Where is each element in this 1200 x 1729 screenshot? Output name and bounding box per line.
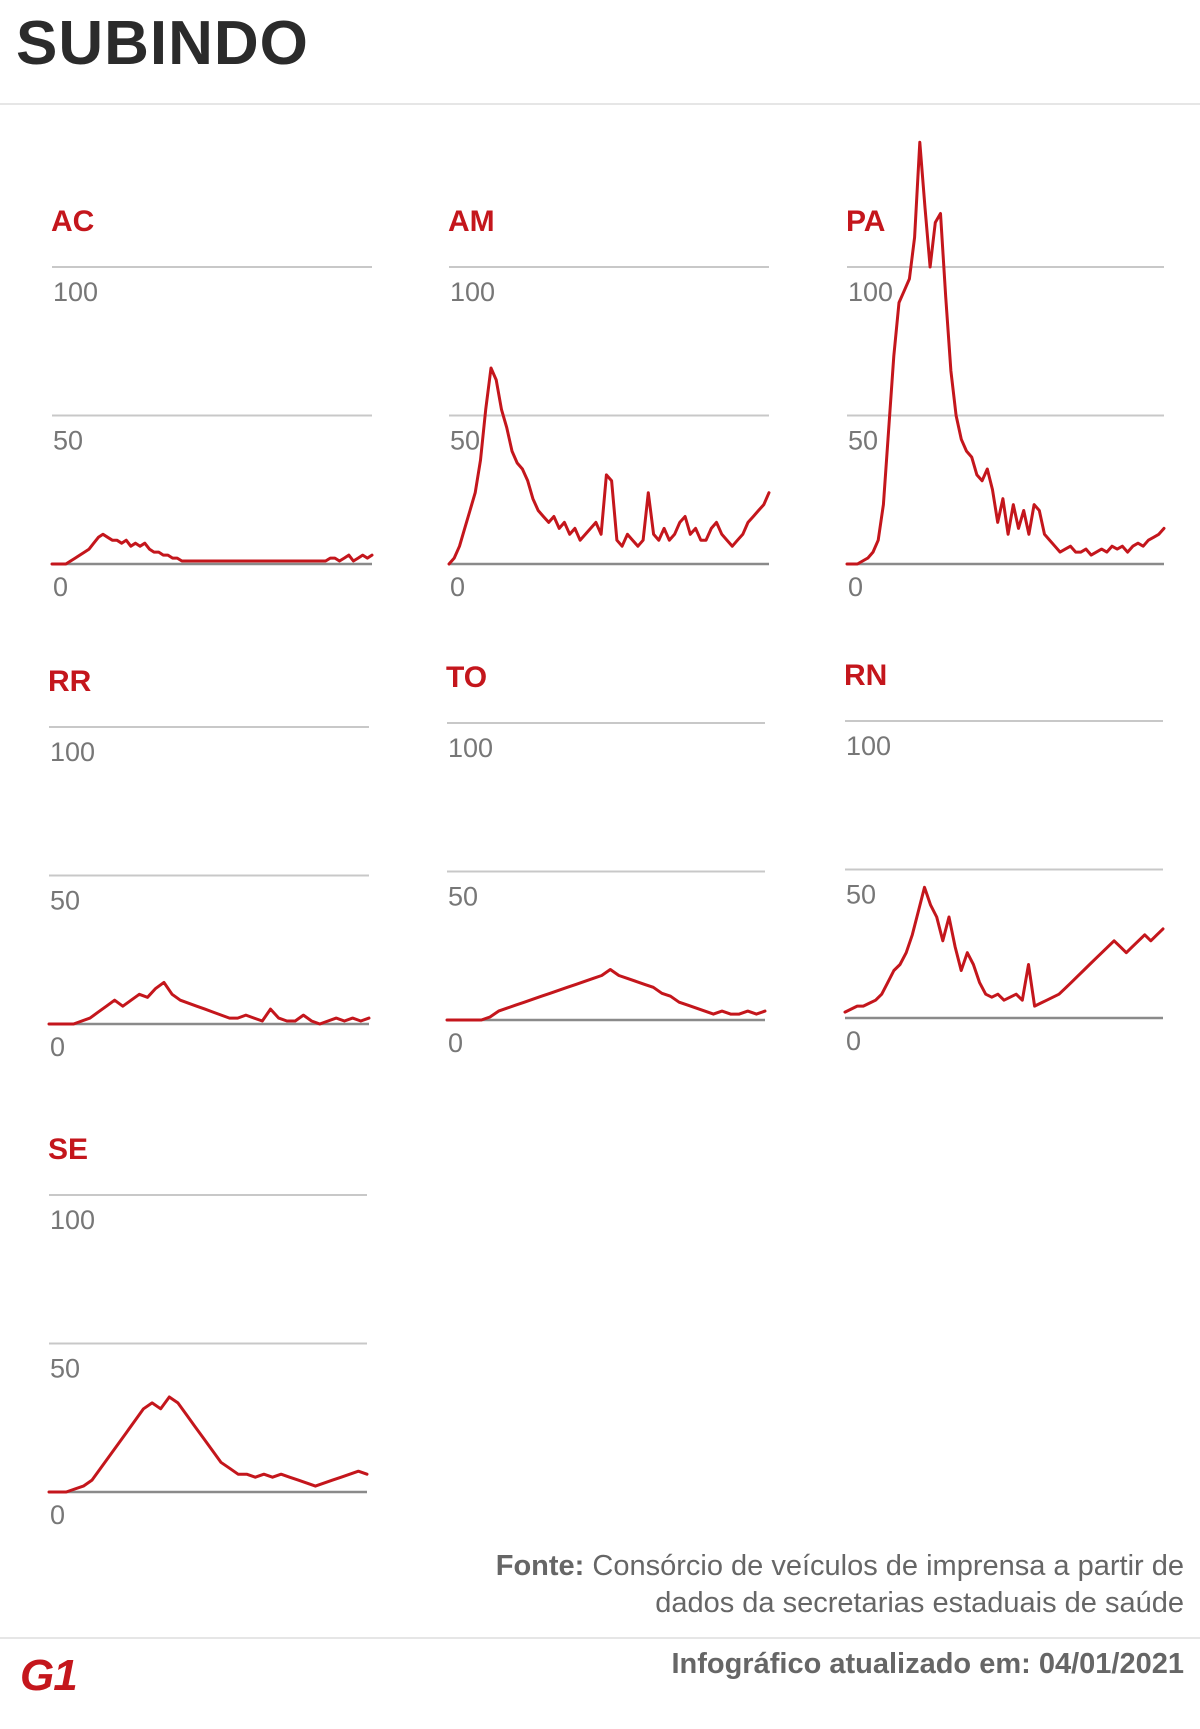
- tick-label-rn-0: 0: [846, 1026, 861, 1056]
- series-line-se: [47, 1395, 369, 1494]
- state-label-rr: RR: [48, 665, 92, 698]
- chart-panel-to: TO 0 50 100: [445, 661, 767, 1058]
- series-line-pa: [845, 140, 1166, 566]
- tick-label-ac-50: 50: [53, 426, 83, 456]
- source-note: Fonte: Consórcio de veículos de imprensa…: [424, 1548, 1184, 1622]
- tick-label-pa-50: 50: [848, 426, 878, 456]
- chart-panel-rn: RN 0 50 100: [843, 659, 1165, 1056]
- tick-label-ac-100: 100: [53, 277, 98, 307]
- series-line-rr: [47, 980, 371, 1026]
- tick-label-to-50: 50: [448, 882, 478, 912]
- tick-label-se-50: 50: [50, 1354, 80, 1384]
- chart-panel-pa: PA 0 50 100: [845, 140, 1166, 602]
- tick-label-pa-100: 100: [848, 277, 893, 307]
- tick-label-am-0: 0: [450, 572, 465, 602]
- g1-logo: G1: [20, 1651, 78, 1700]
- state-label-ac: AC: [51, 205, 94, 238]
- state-label-to: TO: [446, 661, 487, 694]
- chart-panel-rr: RR 0 50 100: [47, 665, 371, 1062]
- title-divider: [0, 103, 1200, 105]
- series-line-ac: [50, 532, 374, 566]
- tick-label-to-0: 0: [448, 1028, 463, 1058]
- source-text: Consórcio de veículos de imprensa a part…: [592, 1550, 1184, 1619]
- state-label-se: SE: [48, 1133, 88, 1166]
- state-label-am: AM: [448, 205, 495, 238]
- state-label-pa: PA: [846, 205, 885, 238]
- updated-date: 04/01/2021: [1038, 1648, 1184, 1680]
- chart-panel-am: AM 0 50 100: [447, 205, 771, 602]
- chart-panel-se: SE 0 50 100: [47, 1133, 369, 1530]
- tick-label-rr-0: 0: [50, 1032, 65, 1062]
- small-multiples-chart: AC 0 50 100 AM 0 50 100 PA 0 50 100 RR 0 50 100 TO 0 50 100…: [47, 140, 1166, 1530]
- series-line-rn: [843, 885, 1165, 1014]
- tick-label-am-50: 50: [450, 426, 480, 456]
- tick-label-rn-50: 50: [846, 880, 876, 910]
- series-line-am: [447, 366, 771, 566]
- page-title: SUBINDO: [16, 9, 309, 78]
- tick-label-rr-100: 100: [50, 737, 95, 767]
- tick-label-se-100: 100: [50, 1205, 95, 1235]
- tick-label-rr-50: 50: [50, 886, 80, 916]
- tick-label-am-100: 100: [450, 277, 495, 307]
- updated-label: Infográfico atualizado em:: [671, 1648, 1031, 1680]
- chart-panel-ac: AC 0 50 100: [50, 205, 374, 602]
- tick-label-se-0: 0: [50, 1500, 65, 1530]
- series-line-to: [445, 968, 767, 1022]
- tick-label-ac-0: 0: [53, 572, 68, 602]
- tick-label-pa-0: 0: [848, 572, 863, 602]
- tick-label-rn-100: 100: [846, 731, 891, 761]
- source-label: Fonte:: [495, 1550, 585, 1582]
- tick-label-to-100: 100: [448, 733, 493, 763]
- footer-divider: [0, 1637, 1200, 1639]
- update-note: Infográfico atualizado em: 04/01/2021: [671, 1648, 1184, 1681]
- state-label-rn: RN: [844, 659, 887, 692]
